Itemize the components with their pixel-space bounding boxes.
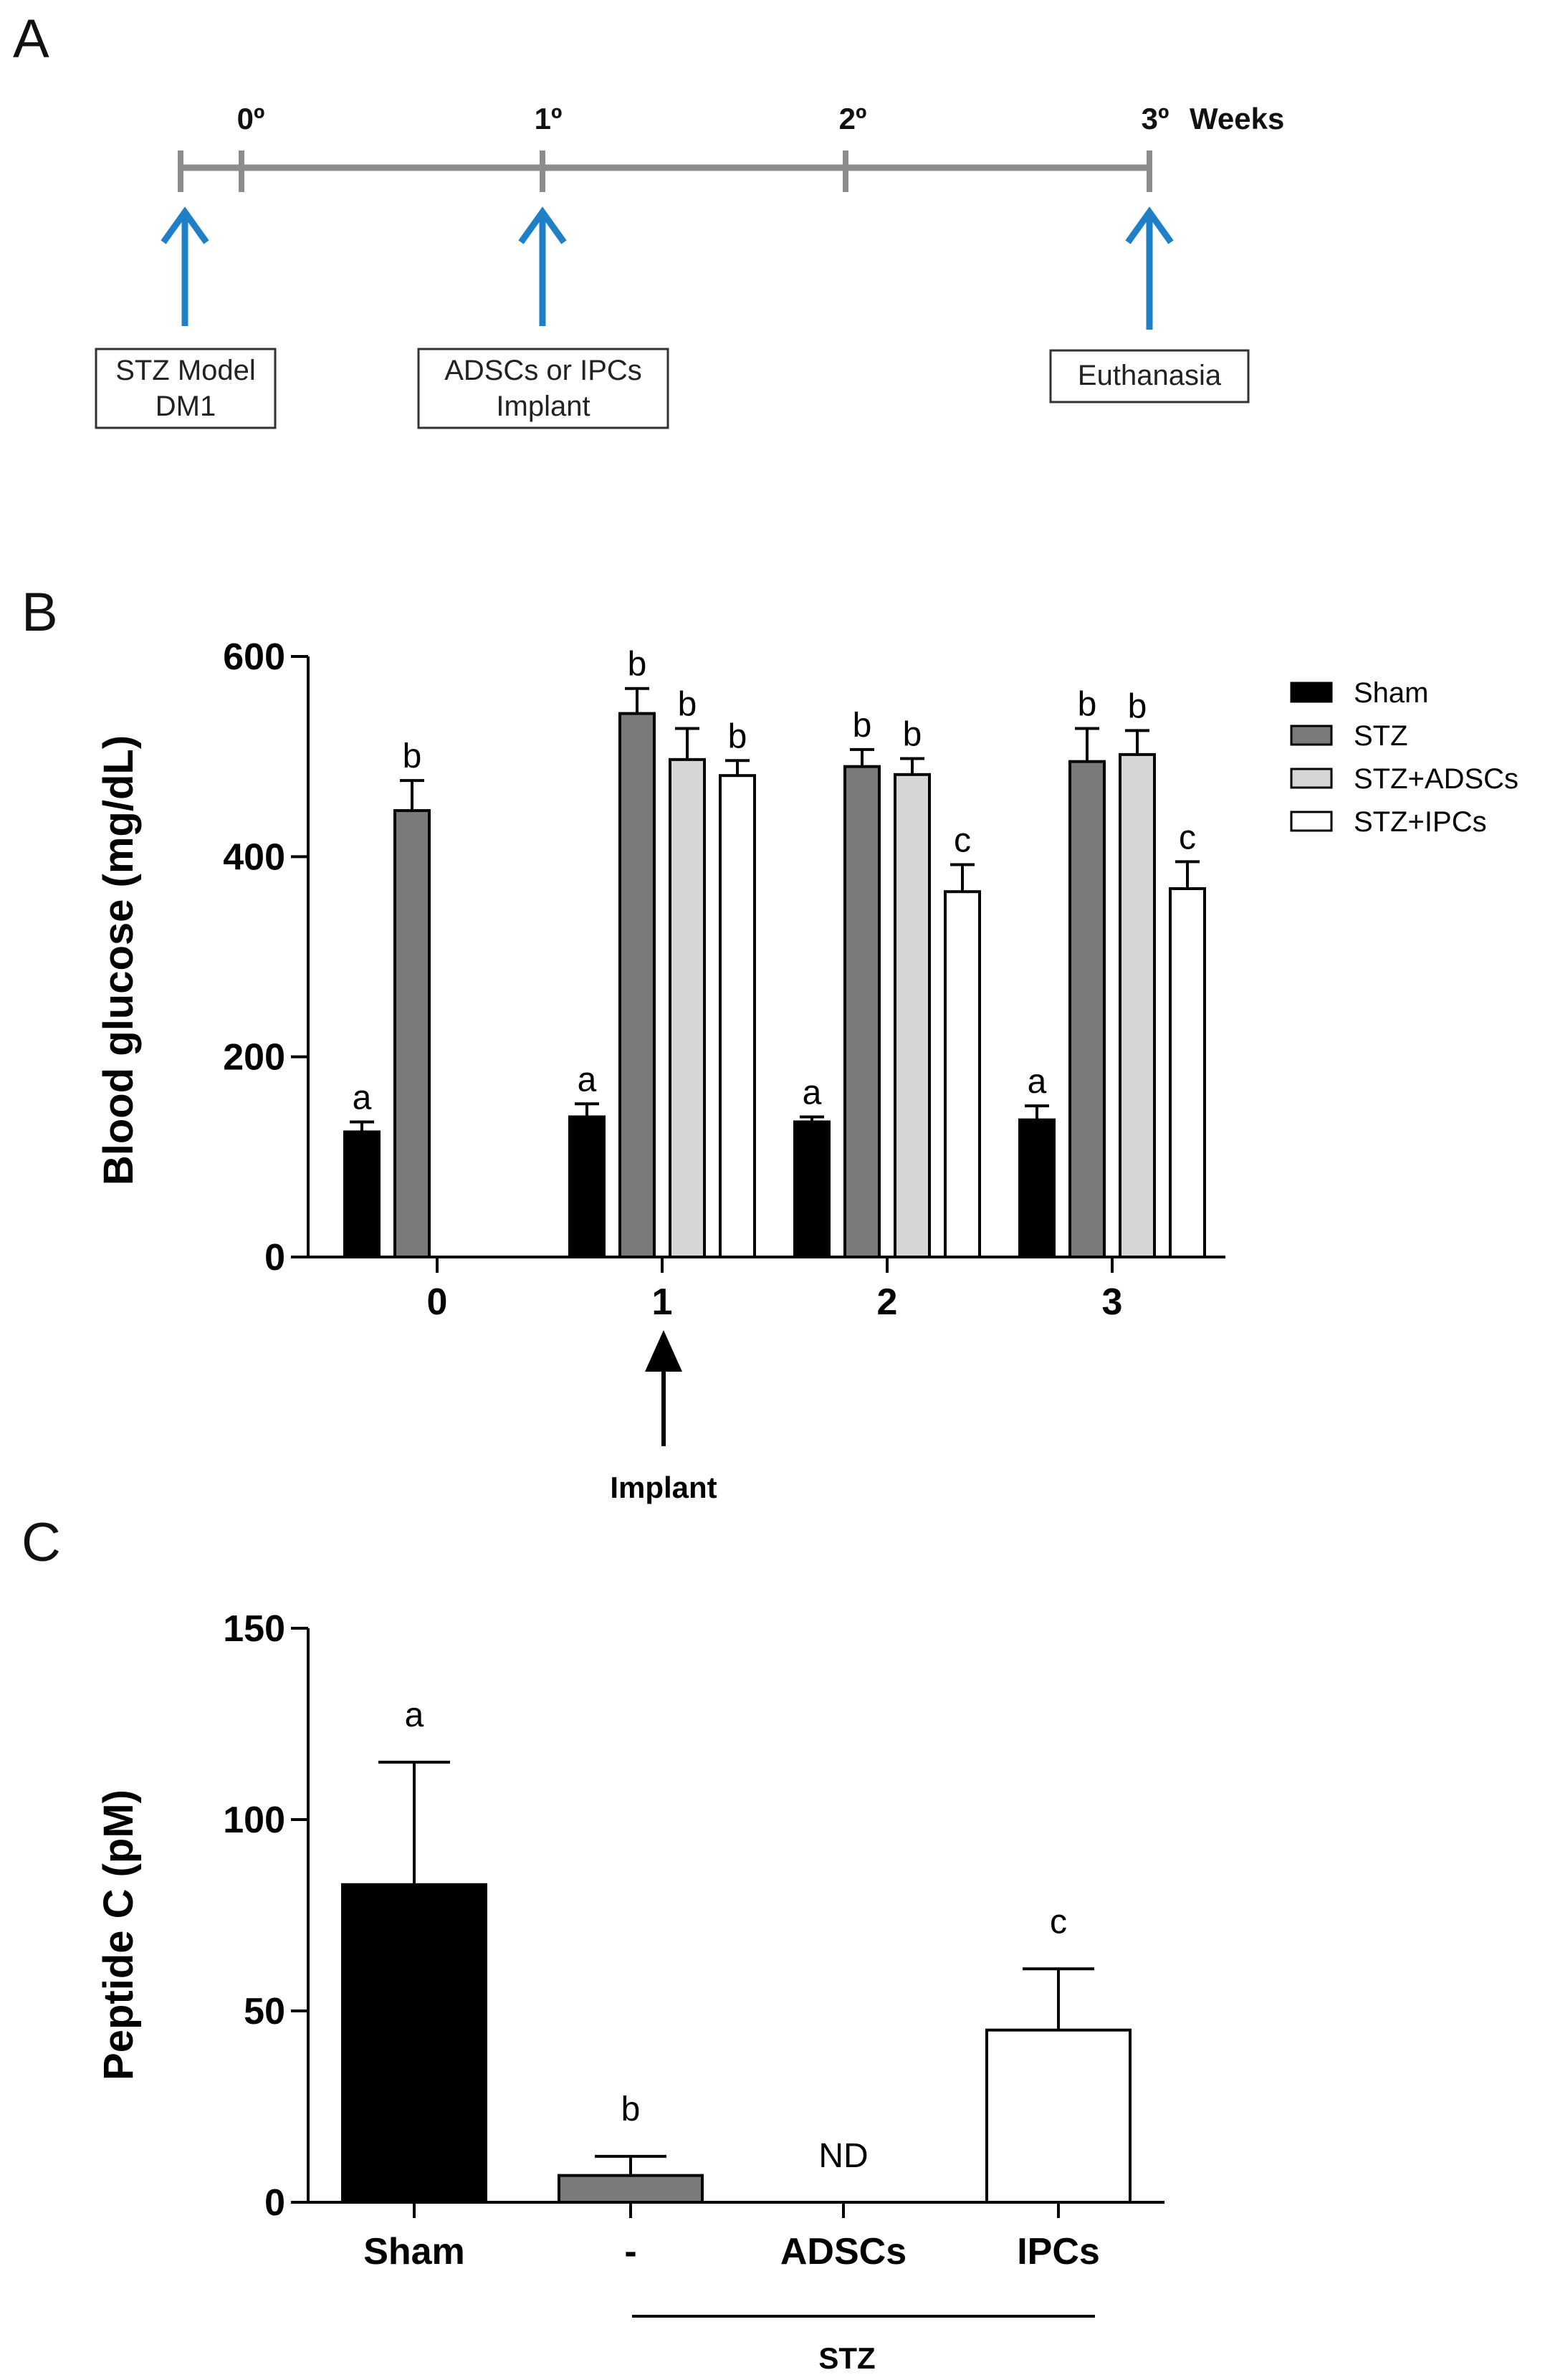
- blood-glucose-chart: Blood glucose (mg/dL) 0 200 400 600 0 1 2 3 a a…: [95, 636, 1518, 1504]
- significance-label: c: [1179, 818, 1196, 856]
- arrow-up-icon-euthanasia: [1125, 206, 1174, 330]
- bar: [843, 765, 881, 1258]
- legend-label-sham: Sham: [1354, 677, 1429, 709]
- implant-arrow-icon: [645, 1330, 682, 1446]
- event-box-implant: [417, 348, 669, 429]
- y-tick-label: 200: [223, 1037, 285, 1079]
- chart-b-y-ticks: 0 200 400 600: [223, 636, 308, 1279]
- bar: [1169, 887, 1206, 1258]
- chart-c-y-ticks: 0 50 100 150: [223, 1608, 308, 2224]
- bar: [1068, 760, 1106, 1258]
- bar: [343, 1130, 381, 1258]
- bar: [894, 773, 931, 1258]
- y-tick-label: 50: [244, 1991, 285, 2032]
- x-tick-label: ADSCs: [780, 2231, 907, 2273]
- x-tick-label: Sham: [363, 2231, 465, 2273]
- bar: [944, 890, 981, 1258]
- bar: [793, 1120, 831, 1258]
- legend-label-stz: STZ: [1354, 720, 1408, 752]
- x-tick-label: -: [624, 2231, 636, 2273]
- event-stz-line2: DM1: [156, 391, 216, 422]
- y-tick-label: 600: [223, 636, 285, 678]
- timeline-tick-label-2: 2º: [839, 102, 867, 135]
- significance-label: c: [954, 822, 971, 860]
- significance-label: a: [353, 1079, 372, 1117]
- event-implant-line2: Implant: [496, 391, 590, 422]
- stz-group-label: STZ: [818, 2341, 875, 2375]
- experiment-timeline: 0º 1º 2º 3º Weeks STZ Model DM1 ADSCs or…: [95, 102, 1284, 429]
- panel-c-letter: C: [21, 1512, 61, 1573]
- legend-swatch-sham: [1290, 682, 1333, 703]
- x-tick-label: 2: [877, 1281, 898, 1323]
- y-tick-label: 150: [223, 1608, 285, 1650]
- significance-label: b: [678, 686, 697, 724]
- significance-label: b: [903, 715, 922, 753]
- significance-label: b: [1128, 687, 1147, 725]
- bar: [669, 758, 706, 1258]
- significance-label: b: [728, 717, 747, 755]
- significance-label: a: [405, 1696, 424, 1734]
- significance-label: a: [578, 1061, 597, 1099]
- timeline-unit-label: Weeks: [1190, 102, 1284, 135]
- significance-label: b: [403, 737, 422, 775]
- legend-label-stz-adscs: STZ+ADSCs: [1354, 763, 1518, 795]
- y-tick-label: 100: [223, 1800, 285, 1841]
- significance-label: b: [1078, 686, 1097, 724]
- panel-b-letter: B: [21, 582, 58, 643]
- event-euthanasia-line1: Euthanasia: [1078, 360, 1222, 391]
- legend-swatch-stz: [1290, 725, 1333, 746]
- event-box-euthanasia: [1049, 349, 1250, 403]
- x-tick-label: 0: [427, 1281, 448, 1323]
- timeline-tick-label-1: 1º: [535, 102, 563, 135]
- legend-swatch-stz-ipcs: [1290, 811, 1333, 832]
- x-tick-label: 3: [1102, 1281, 1123, 1323]
- chart-c-y-axis-title: Peptide C (pM): [95, 1789, 142, 2080]
- x-tick-label: IPCs: [1017, 2231, 1100, 2273]
- nd-label: ND: [818, 2137, 868, 2175]
- bar: [393, 809, 431, 1258]
- chart-b-legend: Sham STZ STZ+ADSCs STZ+IPCs: [1290, 677, 1518, 838]
- significance-label: b: [628, 646, 647, 684]
- bar: [558, 2174, 704, 2204]
- bar: [985, 2028, 1132, 2204]
- legend-swatch-stz-adscs: [1290, 768, 1333, 789]
- arrow-up-icon-implant: [518, 206, 567, 326]
- bar: [719, 774, 756, 1259]
- chart-c-bars: a b c: [341, 1696, 1132, 2204]
- timeline-tick-label-3: 3º: [1142, 102, 1169, 135]
- significance-label: b: [621, 2090, 641, 2128]
- arrow-up-icon-stz: [161, 206, 209, 326]
- bar: [568, 1115, 606, 1259]
- y-tick-label: 0: [264, 1237, 285, 1279]
- chart-b-y-axis-title: Blood glucose (mg/dL): [95, 735, 142, 1185]
- bar: [1018, 1118, 1056, 1258]
- implant-annotation-label: Implant: [610, 1471, 717, 1504]
- significance-label: c: [1050, 1903, 1067, 1941]
- significance-label: b: [853, 707, 872, 745]
- y-tick-label: 0: [264, 2182, 285, 2224]
- panel-a-letter: A: [13, 9, 49, 70]
- significance-label: a: [803, 1074, 822, 1112]
- event-implant-line1: ADSCs or IPCs: [444, 355, 642, 386]
- bar: [341, 1883, 487, 2204]
- bar: [618, 712, 656, 1258]
- event-stz-line1: STZ Model: [115, 355, 256, 386]
- bar: [1119, 752, 1156, 1258]
- event-box-stz: [95, 348, 277, 429]
- chart-b-x-ticks: 0 1 2 3: [427, 1257, 1123, 1323]
- x-tick-label: 1: [652, 1281, 673, 1323]
- significance-label: a: [1028, 1063, 1047, 1101]
- chart-c-x-ticks: Sham - ADSCs IPCs: [363, 2202, 1100, 2273]
- y-tick-label: 400: [223, 836, 285, 878]
- legend-label-stz-ipcs: STZ+IPCs: [1354, 806, 1487, 838]
- timeline-tick-label-0: 0º: [237, 102, 265, 135]
